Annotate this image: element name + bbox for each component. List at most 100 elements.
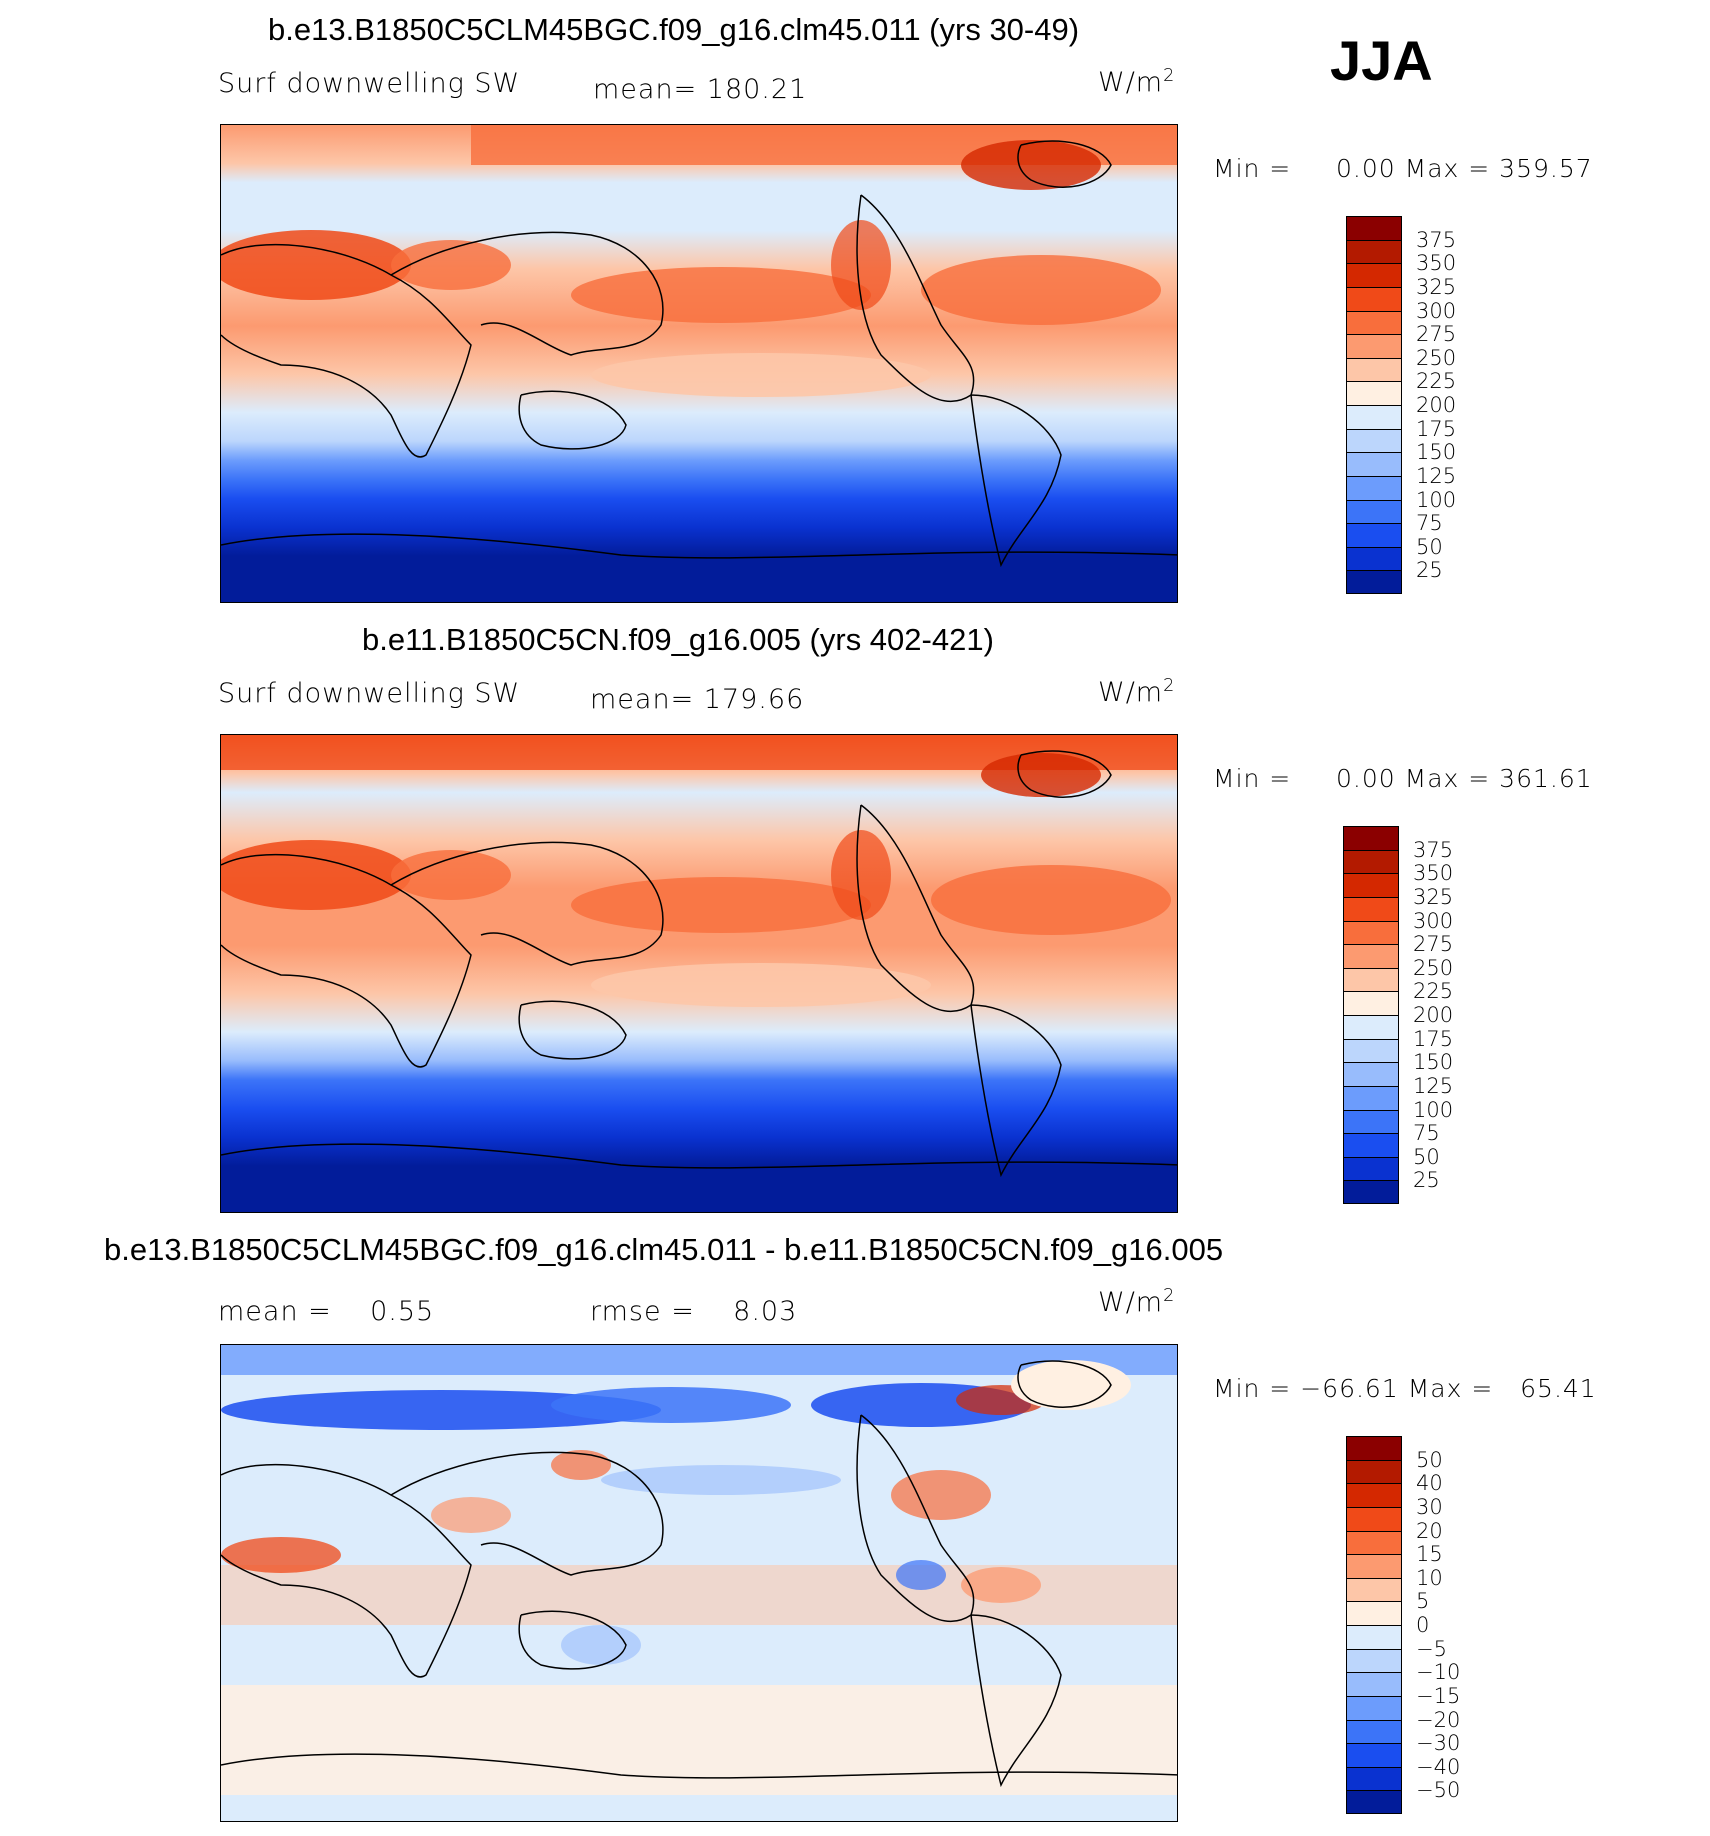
colorbar-swatch [1343,991,1399,1015]
colorbar-swatch [1346,1719,1402,1744]
colorbar-tick-label: 75 [1413,1121,1440,1146]
colorbar-swatch [1343,1109,1399,1134]
colorbar-swatch [1346,428,1402,453]
colorbar-tick-label: 275 [1413,932,1454,957]
colorbar-tick-label: 40 [1416,1471,1443,1496]
panel-1-title: b.e13.B1850C5CLM45BGC.f09_g16.clm45.011 … [268,12,1080,47]
colorbar-frame [1346,216,1402,594]
colorbar-swatch [1346,310,1402,335]
colorbar-tick-label: 30 [1416,1494,1443,1519]
colorbar-tick-label: −5 [1416,1636,1447,1661]
panel-3-mean: mean = 0.55 [218,1296,435,1327]
panel-1-colorbar: 375 350 325 300 275 250 225 200 175 150 125 100 75 50… [1346,216,1456,594]
colorbar-tick-label: 225 [1416,369,1457,394]
colorbar-swatch [1346,475,1402,500]
colorbar-swatch [1343,1133,1399,1157]
panel-2-units: W/m2 [1098,676,1176,708]
colorbar-tick-label: 375 [1413,837,1454,862]
colorbar-swatch [1346,263,1402,287]
panel-3-rmse: rmse = 8.03 [590,1296,798,1327]
colorbar-swatch [1346,334,1402,358]
colorbar-swatch [1346,452,1402,476]
panel-1-map [220,124,1178,603]
colorbar-tick-label: 375 [1416,227,1457,252]
colorbar-tick-label: 175 [1416,416,1457,441]
colorbar-tick-label: 300 [1416,298,1457,323]
colorbar-tick-label: −20 [1416,1707,1461,1732]
colorbar-swatch [1343,944,1399,968]
colorbar-tick-label: 300 [1413,908,1454,933]
colorbar-tick-label: 250 [1416,345,1457,370]
colorbar-tick-label: 125 [1416,463,1457,488]
colorbar-swatch [1343,1156,1399,1181]
colorbar-swatch [1346,239,1402,264]
colorbar-swatch [1346,1766,1402,1791]
colorbar-tick-label: −15 [1416,1683,1461,1708]
colorbar-tick-label: 20 [1416,1518,1443,1543]
colorbar-tick-label: 100 [1413,1097,1454,1122]
colorbar-tick-label: 50 [1416,534,1443,559]
colorbar-swatch [1346,546,1402,571]
colorbar-swatch [1346,1459,1402,1484]
colorbar-tick-label: 200 [1416,393,1457,417]
colorbar-swatch [1343,873,1399,897]
colorbar-tick-label: 250 [1413,955,1454,980]
colorbar-swatch [1346,405,1402,429]
colorbar-swatch [1346,357,1402,382]
colorbar-frame [1343,826,1399,1204]
colorbar-tick-label: 100 [1416,487,1457,512]
colorbar-tick-label: 125 [1413,1073,1454,1098]
colorbar-swatch [1346,1695,1402,1720]
colorbar-swatch [1346,1483,1402,1507]
panel-1-variable: Surf downwelling SW [218,68,521,99]
colorbar-swatch [1346,216,1402,240]
colorbar-tick-label: −10 [1416,1660,1461,1685]
colorbar-tick-label: 200 [1413,1003,1454,1027]
panel-3-map [220,1344,1178,1822]
colorbar-swatch [1343,1062,1399,1086]
colorbar-swatch [1343,1038,1399,1063]
colorbar-swatch [1346,1506,1402,1531]
season-label: JJA [1330,29,1433,92]
colorbar-swatch [1346,1790,1402,1814]
colorbar-swatch [1343,1085,1399,1110]
panel-1-mean: mean= 180.21 [593,74,808,105]
colorbar-tick-label: 10 [1416,1565,1443,1590]
panel-3-minmax: Min = −66.61 Max = 65.41 [1213,1374,1597,1403]
panel-1-units: W/m2 [1098,66,1176,98]
panel-1-minmax: Min = 0.00 Max = 359.57 [1213,154,1593,183]
colorbar-swatch [1346,1530,1402,1555]
panel-2-map [220,734,1178,1213]
colorbar-tick-label: −40 [1416,1754,1461,1779]
colorbar-tick-label: 350 [1413,861,1454,886]
colorbar-swatch [1346,570,1402,594]
colorbar-swatch [1346,1672,1402,1696]
colorbar-tick-label: 75 [1416,511,1443,536]
colorbar-swatch [1346,286,1402,311]
colorbar-tick-label: 0 [1416,1613,1430,1637]
panel-2-minmax: Min = 0.00 Max = 361.61 [1213,764,1593,793]
panel-2-variable: Surf downwelling SW [218,678,521,709]
colorbar-tick-label: 175 [1413,1026,1454,1051]
colorbar-swatch [1343,967,1399,992]
colorbar-tick-label: 350 [1416,251,1457,276]
colorbar-tick-label: 150 [1413,1050,1454,1075]
colorbar-tick-label: 325 [1416,274,1457,299]
colorbar-tick-label: 275 [1416,322,1457,347]
panel-2-title: b.e11.B1850C5CN.f09_g16.005 (yrs 402-421… [362,622,994,657]
panel-3-units: W/m2 [1098,1286,1176,1318]
colorbar-tick-label: 50 [1413,1144,1440,1169]
colorbar-tick-label: 150 [1416,440,1457,465]
colorbar-swatch [1343,1180,1399,1204]
panel-3-colorbar: 50 40 30 20 15 10 5 0 −5 −10 −15 −20 −30 −40 −50 [1346,1436,1460,1814]
colorbar-swatch [1346,1743,1402,1767]
colorbar-tick-label: 225 [1413,979,1454,1004]
colorbar-tick-label: −50 [1416,1778,1461,1803]
panel-2-mean: mean= 179.66 [590,684,805,715]
colorbar-tick-label: 325 [1413,884,1454,909]
colorbar-swatch [1346,1436,1402,1460]
colorbar-swatch [1346,1554,1402,1578]
colorbar-swatch [1343,920,1399,945]
colorbar-swatch [1346,1577,1402,1602]
colorbar-swatch [1346,1601,1402,1625]
